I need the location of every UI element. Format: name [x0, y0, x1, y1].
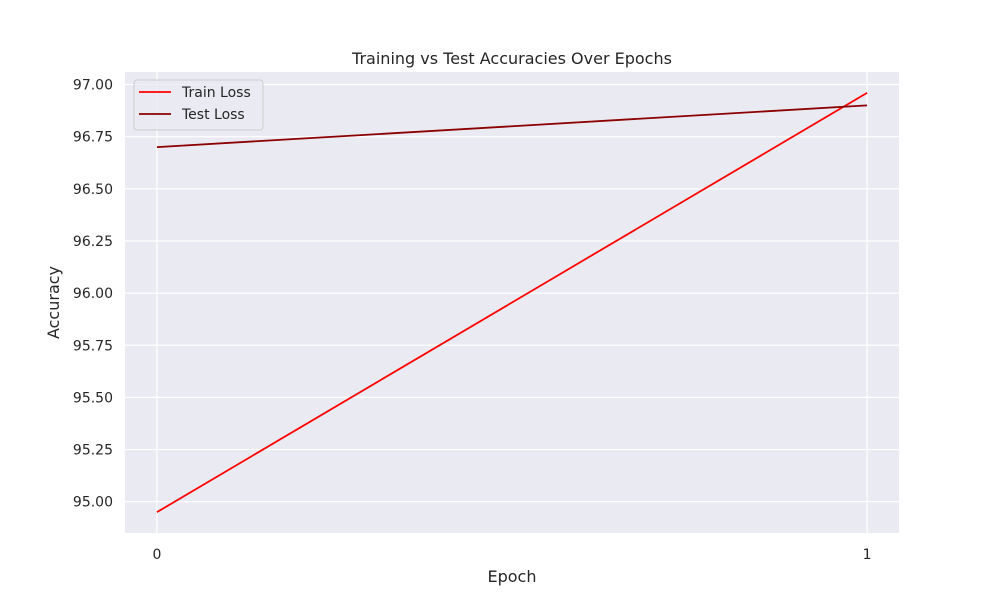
y-tick-label: 96.50 [73, 182, 113, 198]
y-tick-label: 96.00 [73, 286, 113, 302]
series-line [156, 104, 868, 148]
y-tick-label: 95.25 [73, 443, 113, 459]
y-tick-label: 97.00 [73, 78, 113, 94]
x-axis-label: Epoch [488, 567, 537, 586]
legend: Train Loss Test Loss [133, 79, 264, 131]
y-axis-ticks: 95.00 95.25 95.50 95.75 96.00 96.25 96.50 96.75… [73, 78, 113, 511]
series-line [156, 92, 868, 513]
x-tick-label: 1 [863, 547, 872, 563]
y-tick-label: 95.50 [73, 390, 113, 406]
chart-title: Training vs Test Accuracies Over Epochs [351, 49, 672, 68]
y-tick-label: 96.25 [73, 234, 113, 250]
y-tick-label: 95.00 [73, 495, 113, 511]
y-tick-label: 96.75 [73, 130, 113, 146]
y-tick-label: 95.75 [73, 338, 113, 354]
legend-label: Test Loss [181, 107, 245, 123]
series-lines [156, 92, 868, 513]
legend-label: Train Loss [181, 85, 251, 101]
x-tick-label: 0 [152, 547, 161, 563]
y-axis-label: Accuracy [44, 266, 63, 339]
